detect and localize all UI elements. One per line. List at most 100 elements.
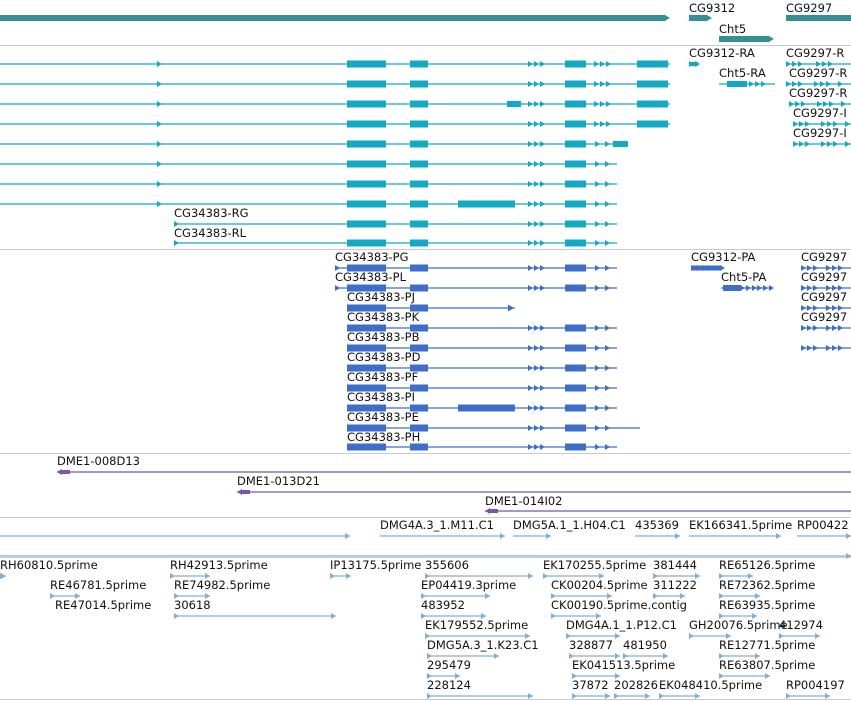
strand-arrow [346, 573, 351, 579]
est-label[interactable]: 228124 [427, 678, 471, 692]
gene-label[interactable]: CG9297 [786, 1, 833, 15]
gene-label[interactable]: Cht5 [719, 22, 747, 36]
clone-label[interactable]: DME1-008D13 [57, 454, 140, 468]
est-label[interactable]: DMG5A.1_1.H04.C1 [513, 518, 626, 532]
exon-block [689, 15, 706, 21]
protein-label[interactable]: CG34383-PF [347, 370, 419, 384]
transcript-label[interactable]: CG9297-I [793, 106, 847, 120]
strand-arrow [528, 345, 533, 351]
protein-label[interactable]: CG9312-PA [691, 250, 756, 264]
est-label[interactable]: 412974 [779, 618, 823, 632]
transcript-label[interactable]: CG34383-RL [174, 226, 247, 240]
protein-label[interactable]: CG34383-PK [347, 310, 420, 324]
est-label[interactable]: DMG5A.3_1.K23.C1 [427, 638, 539, 652]
strand-arrow [595, 405, 600, 411]
est-label[interactable]: RE46781.5prime [50, 578, 147, 592]
est-label[interactable]: 295479 [427, 658, 471, 672]
protein-label[interactable]: CG34383-PE [347, 410, 419, 424]
strand-arrow [832, 265, 837, 271]
protein-label[interactable]: CG34383-PH [347, 430, 421, 444]
transcript-label[interactable]: CG9297-R [789, 86, 848, 100]
protein-label[interactable]: CG9297 [801, 270, 848, 284]
strand-arrow [540, 345, 545, 351]
transcript-label[interactable]: CG9297-R [786, 46, 845, 60]
protein-label[interactable]: CG34383-PJ [347, 290, 416, 304]
protein-label[interactable]: CG34383-PI [347, 390, 416, 404]
gene-label[interactable]: CG9312 [689, 1, 736, 15]
est-label[interactable]: RE65126.5prime [719, 558, 816, 572]
protein-label[interactable]: CG34383-PB [347, 330, 420, 344]
clone-label[interactable]: DME1-014I02 [485, 494, 563, 508]
est-label[interactable]: IP13175.5prime [330, 558, 422, 572]
exon-block [410, 404, 428, 412]
est-label[interactable]: RE63807.5prime [719, 658, 816, 672]
transcript-label[interactable]: Cht5-RA [719, 66, 766, 80]
exon-block [347, 344, 386, 352]
strand-arrow [528, 693, 533, 699]
est-label[interactable]: 483952 [421, 598, 465, 612]
est-label[interactable]: 202826 [614, 678, 658, 692]
strand-arrow [653, 593, 658, 599]
protein-label[interactable]: CG34383-PL [335, 270, 407, 284]
est-label[interactable]: 381444 [653, 558, 697, 572]
est-label[interactable]: EK170255.5prime [543, 558, 647, 572]
est-label[interactable]: EP04419.3prime [421, 578, 517, 592]
strand-arrow [799, 141, 804, 147]
est-label[interactable]: GH20076.5prime [689, 618, 788, 632]
strand-arrow [551, 613, 556, 619]
exon-block [490, 509, 498, 513]
protein-label[interactable]: CG34383-PG [335, 250, 409, 264]
protein-label[interactable]: Cht5-PA [721, 270, 767, 284]
est-label[interactable]: RE47014.5prime [55, 598, 152, 612]
exon-block [347, 304, 386, 312]
est-label[interactable]: 435369 [635, 518, 679, 532]
strand-arrow [345, 533, 350, 539]
est-label[interactable]: RE72362.5prime [719, 578, 816, 592]
est-label[interactable]: EK166341.5prime [689, 518, 793, 532]
est-label[interactable]: 311222 [653, 578, 697, 592]
exon-block [410, 384, 428, 392]
clone-label[interactable]: DME1-013D21 [237, 474, 320, 488]
exon-block [565, 424, 586, 432]
strand-arrow [534, 285, 539, 291]
strand-arrow [528, 181, 533, 187]
est-label[interactable]: RE74982.5prime [174, 578, 271, 592]
est-label[interactable]: 30618 [174, 598, 211, 612]
strand-arrow [776, 533, 781, 539]
strand-arrow [838, 285, 843, 291]
est-label[interactable]: DMG4A.3_1.M11.C1 [380, 518, 494, 532]
protein-label[interactable]: CG9297 [801, 290, 848, 304]
est-label[interactable]: DMG4A.1_1.P12.C1 [566, 618, 677, 632]
protein-label[interactable]: CG9297 [801, 250, 848, 264]
est-label[interactable]: RP00422 [797, 518, 849, 532]
transcript-label[interactable]: CG9312-RA [689, 46, 755, 60]
protein-label[interactable]: CG34383-PD [347, 350, 421, 364]
est-label[interactable]: CK00190.5prime.contig [551, 598, 687, 612]
est-label[interactable]: 355606 [425, 558, 469, 572]
est-label[interactable]: RP004197 [786, 678, 845, 692]
strand-arrow [528, 161, 533, 167]
protein-label[interactable]: CG9297 [801, 310, 848, 324]
transcript-label[interactable]: CG34383-RG [174, 206, 249, 220]
strand-arrow [697, 265, 702, 271]
est-label[interactable]: CK00204.5prime [551, 578, 648, 592]
est-label[interactable]: RE63935.5prime [719, 598, 816, 612]
transcript-label[interactable]: CG9297-R [789, 66, 848, 80]
est-label[interactable]: 328877 [569, 638, 613, 652]
est-label[interactable]: RH42913.5prime [170, 558, 268, 572]
strand-arrow [157, 181, 162, 187]
est-label[interactable]: EK041513.5prime [572, 658, 676, 672]
strand-arrow [605, 425, 610, 431]
strand-arrow [528, 385, 533, 391]
exon-block [347, 80, 386, 88]
est-label[interactable]: RH60810.5prime [0, 558, 98, 572]
est-label[interactable]: 37872 [572, 678, 609, 692]
est-label[interactable]: EK048410.5prime [659, 678, 763, 692]
exon-block [637, 100, 668, 108]
transcript-label[interactable]: CG9297-I [793, 126, 847, 140]
est-label[interactable]: EK179552.5prime [425, 618, 529, 632]
est-label[interactable]: RE12771.5prime [719, 638, 816, 652]
est-label[interactable]: 481950 [623, 638, 667, 652]
strand-arrow [845, 121, 850, 127]
